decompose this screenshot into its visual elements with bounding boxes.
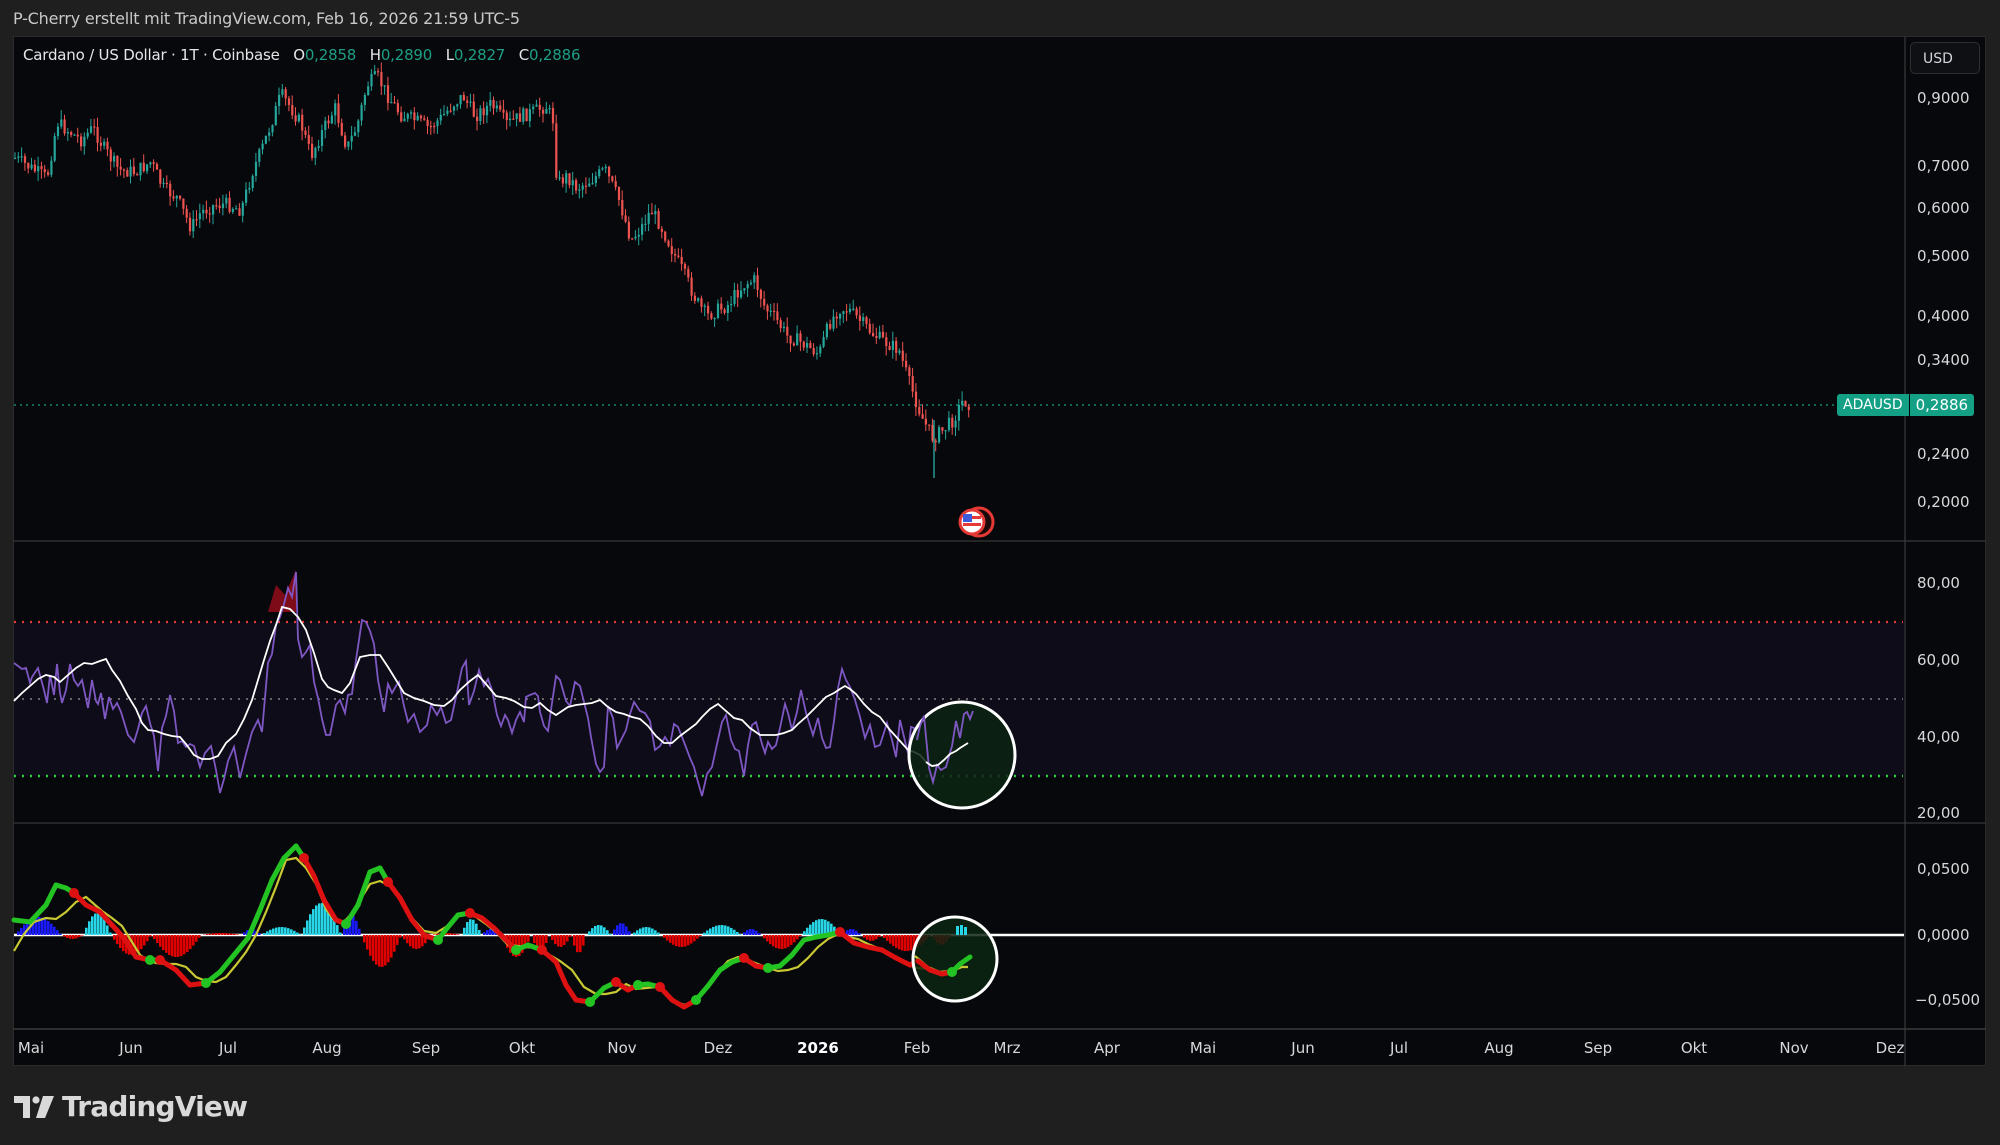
- rsi-highlight-circle: [907, 700, 1017, 810]
- time-axis-label: Sep: [1583, 1039, 1613, 1057]
- price-axis-label: 0,7000: [1917, 157, 1970, 175]
- time-axis-label: 2026: [797, 1039, 839, 1057]
- currency-button[interactable]: USD: [1910, 42, 1980, 74]
- macd-highlight-circle: [911, 915, 999, 1003]
- time-axis-label: Dez: [1875, 1039, 1905, 1057]
- brand-name: TradingView: [62, 1090, 248, 1123]
- rsi-axis-label: 60,00: [1917, 651, 1960, 669]
- price-axis-label: 0,5000: [1917, 247, 1970, 265]
- time-axis-label: Aug: [1484, 1039, 1514, 1057]
- time-axis-label: Nov: [607, 1039, 637, 1057]
- price-axis-label: 0,6000: [1917, 199, 1970, 217]
- high-value: 0,2890: [380, 46, 433, 64]
- time-axis-label: Jul: [1389, 1039, 1409, 1057]
- time-axis-label: Mai: [17, 1039, 45, 1057]
- candlestick-series: [14, 62, 970, 478]
- time-axis-label: Mai: [1189, 1039, 1217, 1057]
- macd-axis-label: 0,0000: [1917, 926, 1970, 944]
- time-axis-label: Sep: [411, 1039, 441, 1057]
- symbol-legend[interactable]: Cardano / US Dollar · 1T · Coinbase O0,2…: [23, 46, 581, 64]
- rsi-ma-line: [13, 605, 957, 767]
- rsi-axis-label: 20,00: [1917, 804, 1960, 822]
- time-axis-label: Mrz: [993, 1039, 1021, 1057]
- us-event-flag-icon[interactable]: [958, 506, 995, 538]
- last-price-tag: ADAUSD 0,2886: [1837, 394, 1975, 416]
- macd-line: [11, 843, 921, 1010]
- chart-frame[interactable]: [13, 36, 1986, 1066]
- time-axis-label: Apr: [1094, 1039, 1120, 1057]
- time-axis-label: Okt: [1680, 1039, 1708, 1057]
- time-axis-label: Jul: [218, 1039, 238, 1057]
- open-value: 0,2858: [304, 46, 357, 64]
- close-value: 0,2886: [529, 46, 581, 64]
- rsi-axis-label: 40,00: [1917, 728, 1960, 746]
- time-axis-label: Dez: [703, 1039, 733, 1057]
- rsi-line: [13, 571, 974, 797]
- tradingview-logo-icon: [14, 1095, 54, 1118]
- close-label: C: [518, 46, 530, 64]
- price-axis-label: 0,3400: [1917, 351, 1970, 369]
- chart-caption: P-Cherry erstellt mit TradingView.com, F…: [13, 9, 520, 28]
- tradingview-logo[interactable]: TradingView: [14, 1090, 248, 1123]
- rsi-axis-label: 80,00: [1917, 574, 1960, 592]
- open-label: O: [293, 46, 305, 64]
- high-label: H: [369, 46, 381, 64]
- price-tag-symbol: ADAUSD: [1837, 394, 1909, 416]
- macd-axis-label: 0,0500: [1917, 860, 1970, 878]
- macd-axis-label: −0,0500: [1915, 991, 1981, 1009]
- time-axis-label: Jun: [119, 1039, 143, 1057]
- low-value: 0,2827: [453, 46, 506, 64]
- price-axis-label: 0,4000: [1917, 307, 1970, 325]
- price-axis-label: 0,2400: [1917, 445, 1970, 463]
- price-axis-label: 0,2000: [1917, 493, 1970, 511]
- price-axis-label: 0,9000: [1917, 89, 1970, 107]
- low-label: L: [445, 46, 454, 64]
- time-axis-label: Okt: [508, 1039, 536, 1057]
- time-axis-label: Aug: [312, 1039, 342, 1057]
- rsi-overbought-fill: [268, 570, 296, 612]
- symbol-title: Cardano / US Dollar · 1T · Coinbase: [23, 46, 280, 64]
- time-axis-label: Nov: [1779, 1039, 1809, 1057]
- time-axis-label: Jun: [1291, 1039, 1315, 1057]
- price-tag-value: 0,2886: [1909, 394, 1975, 416]
- time-axis-label: Feb: [903, 1039, 931, 1057]
